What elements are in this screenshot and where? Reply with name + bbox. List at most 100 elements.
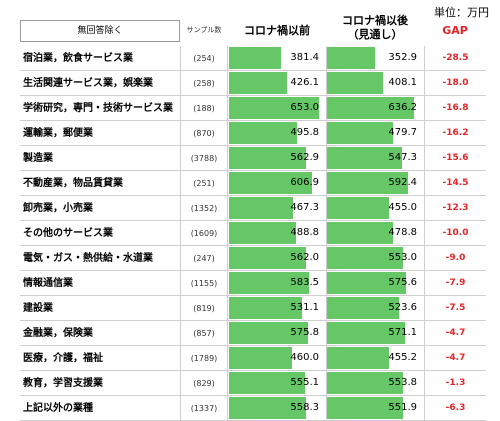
after-covid-bar xyxy=(327,47,376,69)
sample-size: (1337) xyxy=(190,404,218,413)
before-covid-bar xyxy=(229,172,313,194)
gap-value: -18.0 xyxy=(442,78,469,88)
industry-label: 情報通信業 xyxy=(23,278,73,289)
gap-value: -15.6 xyxy=(442,153,469,163)
after-covid-bar xyxy=(327,147,403,169)
after-covid-cell: 479.7 xyxy=(327,122,423,144)
after-covid-subheader: （見通し） xyxy=(347,28,403,41)
gap-value: -28.5 xyxy=(442,53,469,63)
before-covid-bar xyxy=(229,147,307,169)
income-table: 宿泊業，飲食サービス業 (254) 381.4 352.9 -28.5 生活関連サービス業… xyxy=(20,46,486,421)
after-covid-bar xyxy=(327,72,383,94)
after-covid-bar xyxy=(327,97,415,119)
before-covid-bar xyxy=(229,322,308,344)
before-covid-value: 488.8 xyxy=(290,227,319,238)
after-covid-cell: 523.6 xyxy=(327,297,423,319)
before-covid-cell: 381.4 xyxy=(229,47,325,69)
table-row: 卸売業，小売業 (1352) 467.3 455.0 -12.3 xyxy=(20,196,486,221)
gap-value: -9.0 xyxy=(445,253,466,263)
sample-size: (3788) xyxy=(190,154,218,163)
before-covid-cell: 467.3 xyxy=(229,197,325,219)
sample-size: (188) xyxy=(193,104,215,113)
after-covid-cell: 575.6 xyxy=(327,272,423,294)
after-covid-cell: 553.0 xyxy=(327,247,423,269)
before-covid-value: 562.0 xyxy=(290,252,319,263)
table-row: 教育，学習支援業 (829) 555.1 553.8 -1.3 xyxy=(20,371,486,396)
after-covid-cell: 547.3 xyxy=(327,147,423,169)
industry-label: 生活関連サービス業，娯楽業 xyxy=(23,78,153,89)
industry-label: 宿泊業，飲食サービス業 xyxy=(23,53,133,64)
after-covid-cell: 636.2 xyxy=(327,97,423,119)
gap-value: -1.3 xyxy=(445,378,466,388)
gap-value: -12.3 xyxy=(442,203,469,213)
before-covid-cell: 531.1 xyxy=(229,297,325,319)
before-covid-value: 555.1 xyxy=(290,377,319,388)
table-row: 情報通信業 (1155) 583.5 575.6 -7.9 xyxy=(20,271,486,296)
gap-value: -10.0 xyxy=(442,228,469,238)
table-row: 宿泊業，飲食サービス業 (254) 381.4 352.9 -28.5 xyxy=(20,46,486,71)
before-covid-cell: 488.8 xyxy=(229,222,325,244)
gap-value: -14.5 xyxy=(442,178,469,188)
column-divider xyxy=(424,46,425,421)
before-covid-bar xyxy=(229,197,294,219)
before-covid-cell: 460.0 xyxy=(229,347,325,369)
sample-size: (258) xyxy=(193,79,215,88)
before-covid-value: 426.1 xyxy=(290,77,319,88)
sample-size: (247) xyxy=(193,254,215,263)
gap-value: -7.5 xyxy=(445,303,466,313)
industry-label: その他のサービス業 xyxy=(23,228,113,239)
after-covid-bar xyxy=(327,122,393,144)
gap-value: -4.7 xyxy=(445,353,466,363)
table-row: 製造業 (3788) 562.9 547.3 -15.6 xyxy=(20,146,486,171)
industry-label: 教育，学習支援業 xyxy=(23,378,103,389)
after-covid-bar xyxy=(327,222,393,244)
industry-label: 医療，介護，福祉 xyxy=(23,353,103,364)
after-covid-value: 592.4 xyxy=(388,177,417,188)
table-row: 運輸業，郵便業 (870) 495.8 479.7 -16.2 xyxy=(20,121,486,146)
before-covid-cell: 562.0 xyxy=(229,247,325,269)
sample-size: (870) xyxy=(193,129,215,138)
after-covid-header: コロナ禍以後 xyxy=(342,14,408,27)
table-row: 学術研究，専門・技術サービス業 (188) 653.0 636.2 -16.8 xyxy=(20,96,486,121)
before-covid-cell: 558.3 xyxy=(229,397,325,419)
before-covid-bar xyxy=(229,122,297,144)
after-covid-value: 553.8 xyxy=(388,377,417,388)
before-covid-value: 562.9 xyxy=(290,152,319,163)
sample-size: (1155) xyxy=(190,279,218,288)
gap-header: GAP xyxy=(442,24,468,37)
column-divider xyxy=(227,46,228,421)
column-divider xyxy=(326,46,327,421)
before-covid-header: コロナ禍以前 xyxy=(244,24,310,37)
before-covid-cell: 653.0 xyxy=(229,97,325,119)
before-covid-bar xyxy=(229,72,288,94)
after-covid-value: 478.8 xyxy=(388,227,417,238)
before-covid-cell: 495.8 xyxy=(229,122,325,144)
after-covid-value: 553.0 xyxy=(388,252,417,263)
table-row: 不動産業，物品賃貸業 (251) 606.9 592.4 -14.5 xyxy=(20,171,486,196)
before-covid-cell: 426.1 xyxy=(229,72,325,94)
gap-value: -4.7 xyxy=(445,328,466,338)
sample-size: (1609) xyxy=(190,229,218,238)
gap-value: -6.3 xyxy=(445,403,466,413)
after-covid-cell: 478.8 xyxy=(327,222,423,244)
after-covid-value: 408.1 xyxy=(388,77,417,88)
before-covid-value: 460.0 xyxy=(290,352,319,363)
before-covid-value: 575.8 xyxy=(290,327,319,338)
table-row: 建設業 (819) 531.1 523.6 -7.5 xyxy=(20,296,486,321)
sample-size: (819) xyxy=(193,304,215,313)
no-answer-excluded-button[interactable]: 無回答除く xyxy=(20,20,180,42)
gap-value: -16.8 xyxy=(442,103,469,113)
sample-size: (857) xyxy=(193,329,215,338)
after-covid-bar xyxy=(327,397,403,419)
before-covid-bar xyxy=(229,347,293,369)
after-covid-cell: 455.0 xyxy=(327,197,423,219)
before-covid-value: 467.3 xyxy=(290,202,319,213)
before-covid-value: 653.0 xyxy=(290,102,319,113)
after-covid-value: 571.1 xyxy=(388,327,417,338)
table-row: その他のサービス業 (1609) 488.8 478.8 -10.0 xyxy=(20,221,486,246)
after-covid-cell: 352.9 xyxy=(327,47,423,69)
after-covid-value: 352.9 xyxy=(388,52,417,63)
before-covid-bar xyxy=(229,247,307,269)
industry-label: 運輸業，郵便業 xyxy=(23,128,93,139)
sample-size-header: サンプル数 xyxy=(186,26,222,34)
